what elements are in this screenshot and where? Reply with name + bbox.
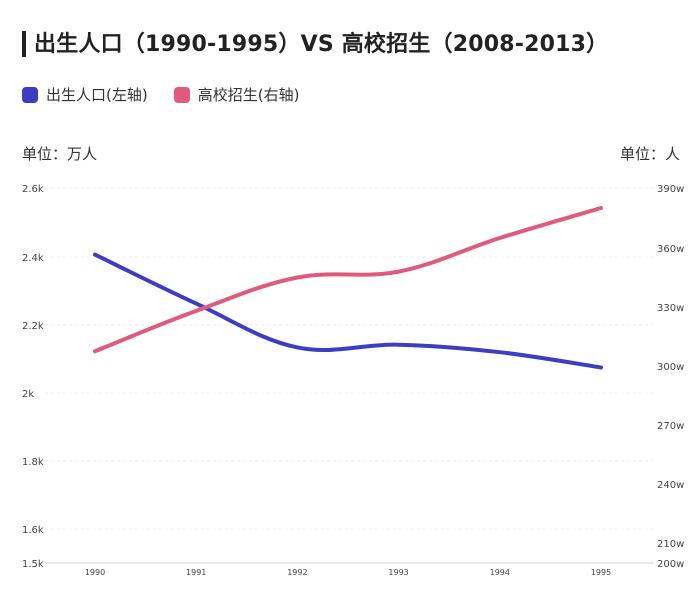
series-line-enrollment (93, 206, 603, 354)
legend-swatch-births (22, 86, 38, 103)
right-tick-label: 300w (657, 362, 684, 373)
right-tick-label: 210w (657, 539, 684, 550)
left-tick-label: 2.2k (22, 321, 44, 332)
legend-label-births: 出生人口(左轴) (46, 86, 148, 104)
legend-item-enrollment[interactable]: 高校招生(右轴) (173, 84, 300, 105)
right-tick-label: 200w (657, 559, 684, 570)
legend-swatch-enrollment (173, 86, 190, 103)
left-tick-label: 1.6k (22, 525, 44, 536)
legend-item-births[interactable]: 出生人口(左轴) (22, 84, 148, 105)
x-tick-label: 1991 (186, 568, 206, 577)
right-tick-label: 330w (657, 303, 684, 314)
x-tick-label: 1992 (287, 568, 307, 577)
legend: 出生人口(左轴) 高校招生(右轴) (22, 84, 299, 105)
left-tick-label: 1.8k (22, 457, 44, 468)
x-tick-label: 1994 (490, 568, 510, 577)
series-line-births (93, 252, 603, 370)
left-tick-label: 2k (22, 389, 34, 400)
x-tick-label: 1990 (85, 568, 105, 577)
right-tick-label: 390w (657, 184, 684, 195)
right-axis-unit: 单位：人 (619, 145, 680, 163)
x-tick-label: 1995 (591, 568, 611, 577)
title-accent-bar (22, 31, 26, 57)
legend-label-enrollment: 高校招生(右轴) (197, 86, 300, 104)
left-axis-unit: 单位：万人 (22, 145, 98, 163)
right-tick-label: 240w (657, 480, 684, 491)
right-tick-label: 270w (657, 421, 684, 432)
left-tick-label: 1.5k (22, 559, 44, 570)
x-tick-label: 1993 (388, 568, 408, 577)
chart-title: 出生人口（1990-1995）VS 高校招生（2008-2013） (34, 32, 609, 57)
right-tick-label: 360w (657, 244, 684, 255)
left-tick-label: 2.6k (22, 184, 44, 195)
left-tick-label: 2.4k (22, 253, 44, 264)
